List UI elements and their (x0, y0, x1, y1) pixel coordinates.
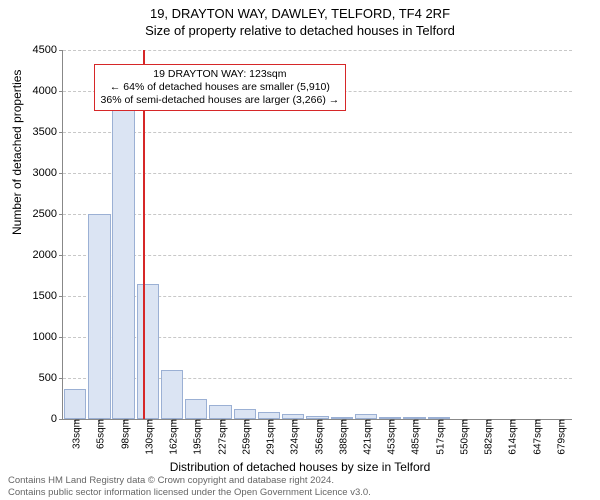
ytick-label: 3500 (33, 126, 63, 138)
ytick-label: 2500 (33, 208, 63, 220)
gridline (63, 214, 572, 215)
footer-attribution: Contains HM Land Registry data © Crown c… (8, 475, 371, 498)
xtick-label: 33sqm (68, 419, 83, 449)
chart-area: 05001000150020002500300035004000450033sq… (62, 50, 572, 420)
ytick-label: 0 (51, 413, 63, 425)
xtick-label: 517sqm (431, 419, 446, 455)
xtick-label: 65sqm (92, 419, 107, 449)
histogram-bar (112, 83, 134, 419)
y-axis-label: Number of detached properties (10, 70, 24, 235)
plot-region: 05001000150020002500300035004000450033sq… (62, 50, 572, 420)
xtick-label: 614sqm (504, 419, 519, 455)
histogram-bar (64, 389, 86, 419)
annotation-line: ← 64% of detached houses are smaller (5,… (101, 81, 340, 94)
ytick-label: 4500 (33, 44, 63, 56)
xtick-label: 291sqm (262, 419, 277, 455)
ytick-label: 2000 (33, 249, 63, 261)
xtick-label: 195sqm (189, 419, 204, 455)
footer-line1: Contains HM Land Registry data © Crown c… (8, 475, 371, 486)
xtick-label: 259sqm (237, 419, 252, 455)
x-axis-label: Distribution of detached houses by size … (0, 460, 600, 474)
xtick-label: 324sqm (286, 419, 301, 455)
ytick-label: 4000 (33, 85, 63, 97)
xtick-label: 162sqm (165, 419, 180, 455)
histogram-bar (185, 399, 207, 420)
xtick-label: 453sqm (383, 419, 398, 455)
ytick-label: 3000 (33, 167, 63, 179)
ytick-label: 1500 (33, 290, 63, 302)
page-title-line2: Size of property relative to detached ho… (0, 23, 600, 38)
xtick-label: 421sqm (358, 419, 373, 455)
gridline (63, 50, 572, 51)
annotation-line: 36% of semi-detached houses are larger (… (101, 94, 340, 107)
xtick-label: 485sqm (407, 419, 422, 455)
xtick-label: 582sqm (480, 419, 495, 455)
xtick-label: 130sqm (140, 419, 155, 455)
histogram-bar (161, 370, 183, 419)
xtick-label: 550sqm (455, 419, 470, 455)
gridline (63, 132, 572, 133)
xtick-label: 679sqm (552, 419, 567, 455)
xtick-label: 98sqm (116, 419, 131, 449)
annotation-box: 19 DRAYTON WAY: 123sqm← 64% of detached … (94, 64, 347, 111)
xtick-label: 388sqm (334, 419, 349, 455)
histogram-bar (137, 284, 159, 419)
xtick-label: 227sqm (213, 419, 228, 455)
gridline (63, 255, 572, 256)
ytick-label: 500 (39, 372, 63, 384)
histogram-bar (234, 409, 256, 419)
gridline (63, 173, 572, 174)
xtick-label: 647sqm (528, 419, 543, 455)
ytick-label: 1000 (33, 331, 63, 343)
footer-line2: Contains public sector information licen… (8, 487, 371, 498)
xtick-label: 356sqm (310, 419, 325, 455)
annotation-line: 19 DRAYTON WAY: 123sqm (101, 68, 340, 81)
page-title-line1: 19, DRAYTON WAY, DAWLEY, TELFORD, TF4 2R… (0, 6, 600, 21)
histogram-bar (209, 405, 231, 419)
histogram-bar (88, 214, 110, 419)
